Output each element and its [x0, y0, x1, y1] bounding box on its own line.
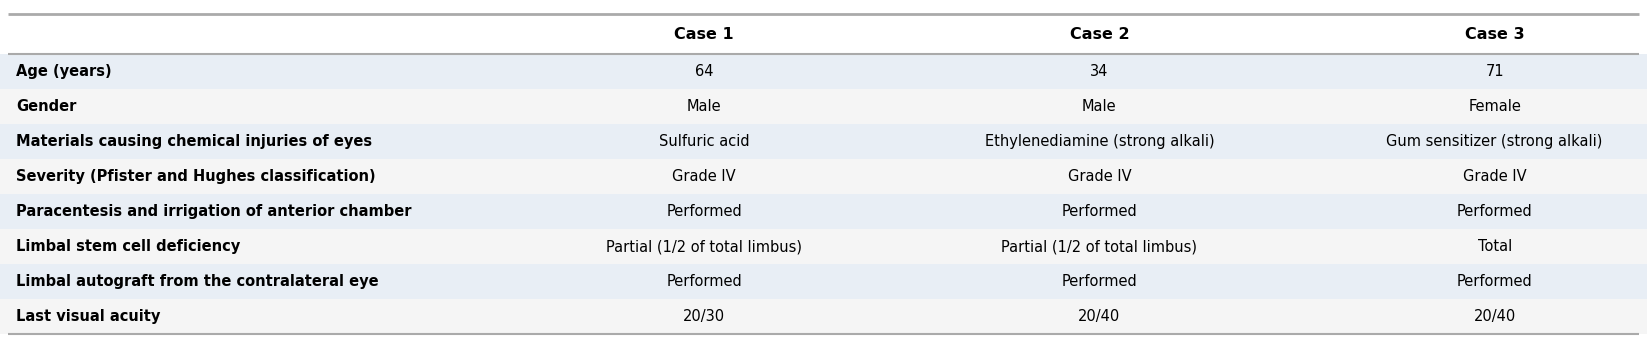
Text: Performed: Performed: [1062, 274, 1136, 289]
Text: Total: Total: [1477, 239, 1512, 254]
Bar: [0, 264, 1647, 299]
Text: Severity (Pfister and Hughes classification): Severity (Pfister and Hughes classificat…: [16, 169, 376, 184]
Text: Limbal autograft from the contralateral eye: Limbal autograft from the contralateral …: [16, 274, 379, 289]
Text: Last visual acuity: Last visual acuity: [16, 309, 161, 324]
Text: Gender: Gender: [16, 99, 77, 114]
Text: Limbal stem cell deficiency: Limbal stem cell deficiency: [16, 239, 240, 254]
Text: Case 2: Case 2: [1069, 27, 1130, 42]
Bar: [0, 299, 1647, 334]
Text: 71: 71: [1486, 64, 1504, 79]
Text: Gum sensitizer (strong alkali): Gum sensitizer (strong alkali): [1387, 134, 1603, 149]
Text: Performed: Performed: [1062, 204, 1136, 219]
Bar: [0, 229, 1647, 264]
Text: Sulfuric acid: Sulfuric acid: [659, 134, 749, 149]
Text: 20/30: 20/30: [684, 309, 725, 324]
Text: Case 3: Case 3: [1464, 27, 1525, 42]
Bar: [0, 14, 1647, 54]
Text: Case 1: Case 1: [674, 27, 735, 42]
Text: Partial (1/2 of total limbus): Partial (1/2 of total limbus): [1001, 239, 1197, 254]
Text: Paracentesis and irrigation of anterior chamber: Paracentesis and irrigation of anterior …: [16, 204, 412, 219]
Text: Ethylenediamine (strong alkali): Ethylenediamine (strong alkali): [985, 134, 1214, 149]
Text: 20/40: 20/40: [1079, 309, 1120, 324]
Bar: [0, 159, 1647, 194]
Text: Partial (1/2 of total limbus): Partial (1/2 of total limbus): [606, 239, 802, 254]
Text: 64: 64: [695, 64, 713, 79]
Text: Performed: Performed: [1458, 274, 1532, 289]
Text: Grade IV: Grade IV: [1463, 169, 1527, 184]
Text: 20/40: 20/40: [1474, 309, 1515, 324]
Text: Performed: Performed: [667, 204, 741, 219]
Text: Grade IV: Grade IV: [672, 169, 736, 184]
Text: Male: Male: [1082, 99, 1117, 114]
Text: Grade IV: Grade IV: [1067, 169, 1131, 184]
Text: 34: 34: [1090, 64, 1108, 79]
Bar: [0, 54, 1647, 89]
Text: Materials causing chemical injuries of eyes: Materials causing chemical injuries of e…: [16, 134, 372, 149]
Text: Performed: Performed: [1458, 204, 1532, 219]
Text: Performed: Performed: [667, 274, 741, 289]
Bar: [0, 194, 1647, 229]
Text: Male: Male: [687, 99, 721, 114]
Bar: [0, 89, 1647, 124]
Text: Female: Female: [1467, 99, 1522, 114]
Bar: [0, 124, 1647, 159]
Text: Age (years): Age (years): [16, 64, 112, 79]
